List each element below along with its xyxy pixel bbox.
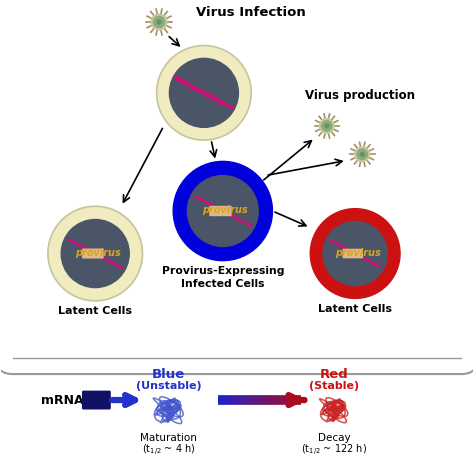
- FancyBboxPatch shape: [82, 391, 111, 410]
- Text: Virus production: Virus production: [305, 89, 415, 102]
- Circle shape: [187, 175, 258, 246]
- Circle shape: [360, 153, 364, 156]
- Circle shape: [355, 147, 370, 162]
- FancyBboxPatch shape: [0, 0, 474, 374]
- Text: Latent Cells: Latent Cells: [318, 304, 392, 314]
- Circle shape: [154, 17, 164, 27]
- Circle shape: [319, 118, 334, 133]
- Text: provirus: provirus: [75, 247, 120, 257]
- Text: Red: Red: [319, 367, 348, 381]
- Circle shape: [325, 124, 328, 128]
- Text: Decay: Decay: [318, 433, 350, 443]
- Circle shape: [61, 219, 129, 288]
- Text: (t$_{1/2}$ ~ 122 h): (t$_{1/2}$ ~ 122 h): [301, 443, 367, 458]
- Text: Maturation: Maturation: [140, 433, 197, 443]
- Circle shape: [357, 149, 367, 159]
- Text: provirus: provirus: [335, 247, 381, 257]
- Circle shape: [322, 121, 332, 131]
- Circle shape: [48, 206, 143, 301]
- Text: provirus: provirus: [202, 205, 248, 215]
- Text: Blue: Blue: [152, 367, 185, 381]
- Circle shape: [310, 209, 400, 299]
- FancyBboxPatch shape: [82, 248, 104, 259]
- Circle shape: [151, 14, 167, 30]
- Text: Provirus-Expressing
Infected Cells: Provirus-Expressing Infected Cells: [162, 266, 284, 289]
- Text: Latent Cells: Latent Cells: [58, 307, 132, 317]
- Text: (t$_{1/2}$ ~ 4 h): (t$_{1/2}$ ~ 4 h): [142, 443, 195, 458]
- Circle shape: [169, 58, 238, 128]
- Text: Virus Infection: Virus Infection: [196, 6, 306, 19]
- Circle shape: [323, 221, 387, 286]
- Text: Integrating: Integrating: [173, 73, 226, 108]
- Text: mRNA: mRNA: [41, 393, 83, 407]
- FancyBboxPatch shape: [343, 249, 363, 258]
- FancyBboxPatch shape: [209, 206, 232, 216]
- Text: (Unstable): (Unstable): [136, 381, 201, 391]
- Circle shape: [156, 46, 251, 140]
- Circle shape: [157, 20, 161, 24]
- Text: (Stable): (Stable): [309, 381, 359, 391]
- Circle shape: [173, 161, 273, 261]
